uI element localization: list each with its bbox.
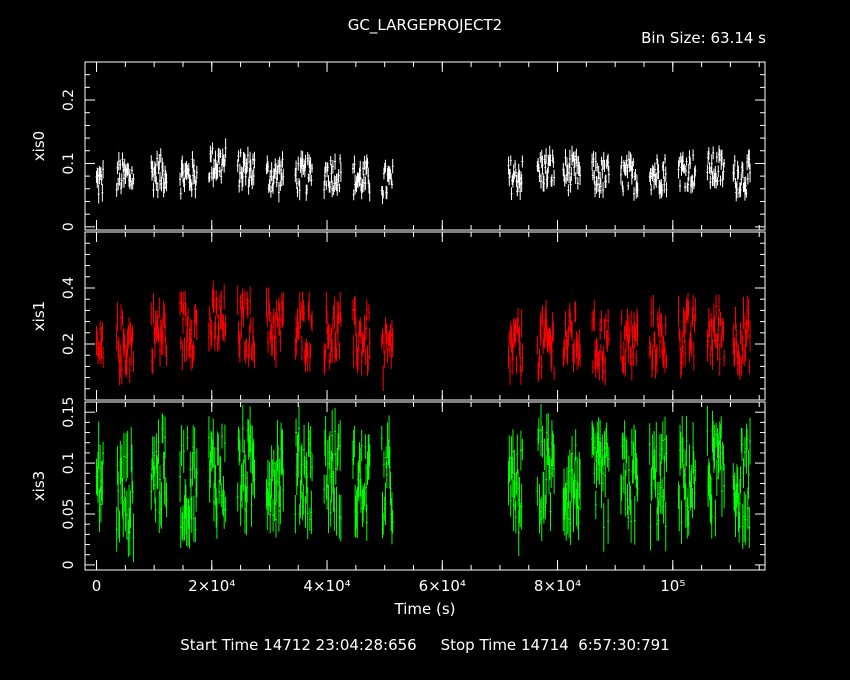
start-time-value: 14712 23:04:28:656	[263, 636, 417, 654]
xis1-panel-frame	[84, 231, 766, 401]
x-tick-label: 8×10⁴	[534, 577, 581, 595]
stop-time-label: Stop Time	[440, 636, 517, 654]
xis3-y-axis-label: xis3	[30, 471, 48, 501]
xis0-panel-frame	[84, 61, 766, 231]
timing-info: Start Time 14712 23:04:28:656 Stop Time …	[0, 636, 850, 654]
xis1-y-tick-label: 0.4	[61, 277, 77, 299]
xis0-y-tick-label: 0	[61, 222, 77, 231]
xis3-y-tick-label: 0.05	[61, 498, 77, 529]
xis1-y-axis-label: xis1	[30, 301, 48, 331]
bin-size-label: Bin Size: 63.14 s	[641, 29, 766, 47]
xis1-y-tick-label: 0.2	[61, 333, 77, 355]
x-axis-label: Time (s)	[394, 600, 456, 618]
start-time-label: Start Time	[180, 636, 259, 654]
xis0-y-tick-label: 0.2	[61, 89, 77, 111]
xis3-y-tick-label: 0.15	[61, 397, 77, 428]
x-tick-label: 10⁵	[660, 577, 685, 595]
xis3-y-tick-label: 0	[61, 560, 77, 569]
xis0-y-axis-label: xis0	[30, 131, 48, 161]
xis0-y-tick-label: 0.1	[61, 152, 77, 174]
chart-title: GC_LARGEPROJECT2	[347, 16, 503, 34]
x-tick-label: 0	[92, 577, 102, 595]
xis3-y-tick-label: 0.1	[61, 452, 77, 474]
x-tick-label: 6×10⁴	[419, 577, 466, 595]
x-tick-label: 2×10⁴	[188, 577, 235, 595]
x-tick-label: 4×10⁴	[303, 577, 350, 595]
stop-time-value: 14714 6:57:30:791	[520, 636, 670, 654]
xis3-panel-frame	[84, 401, 766, 571]
